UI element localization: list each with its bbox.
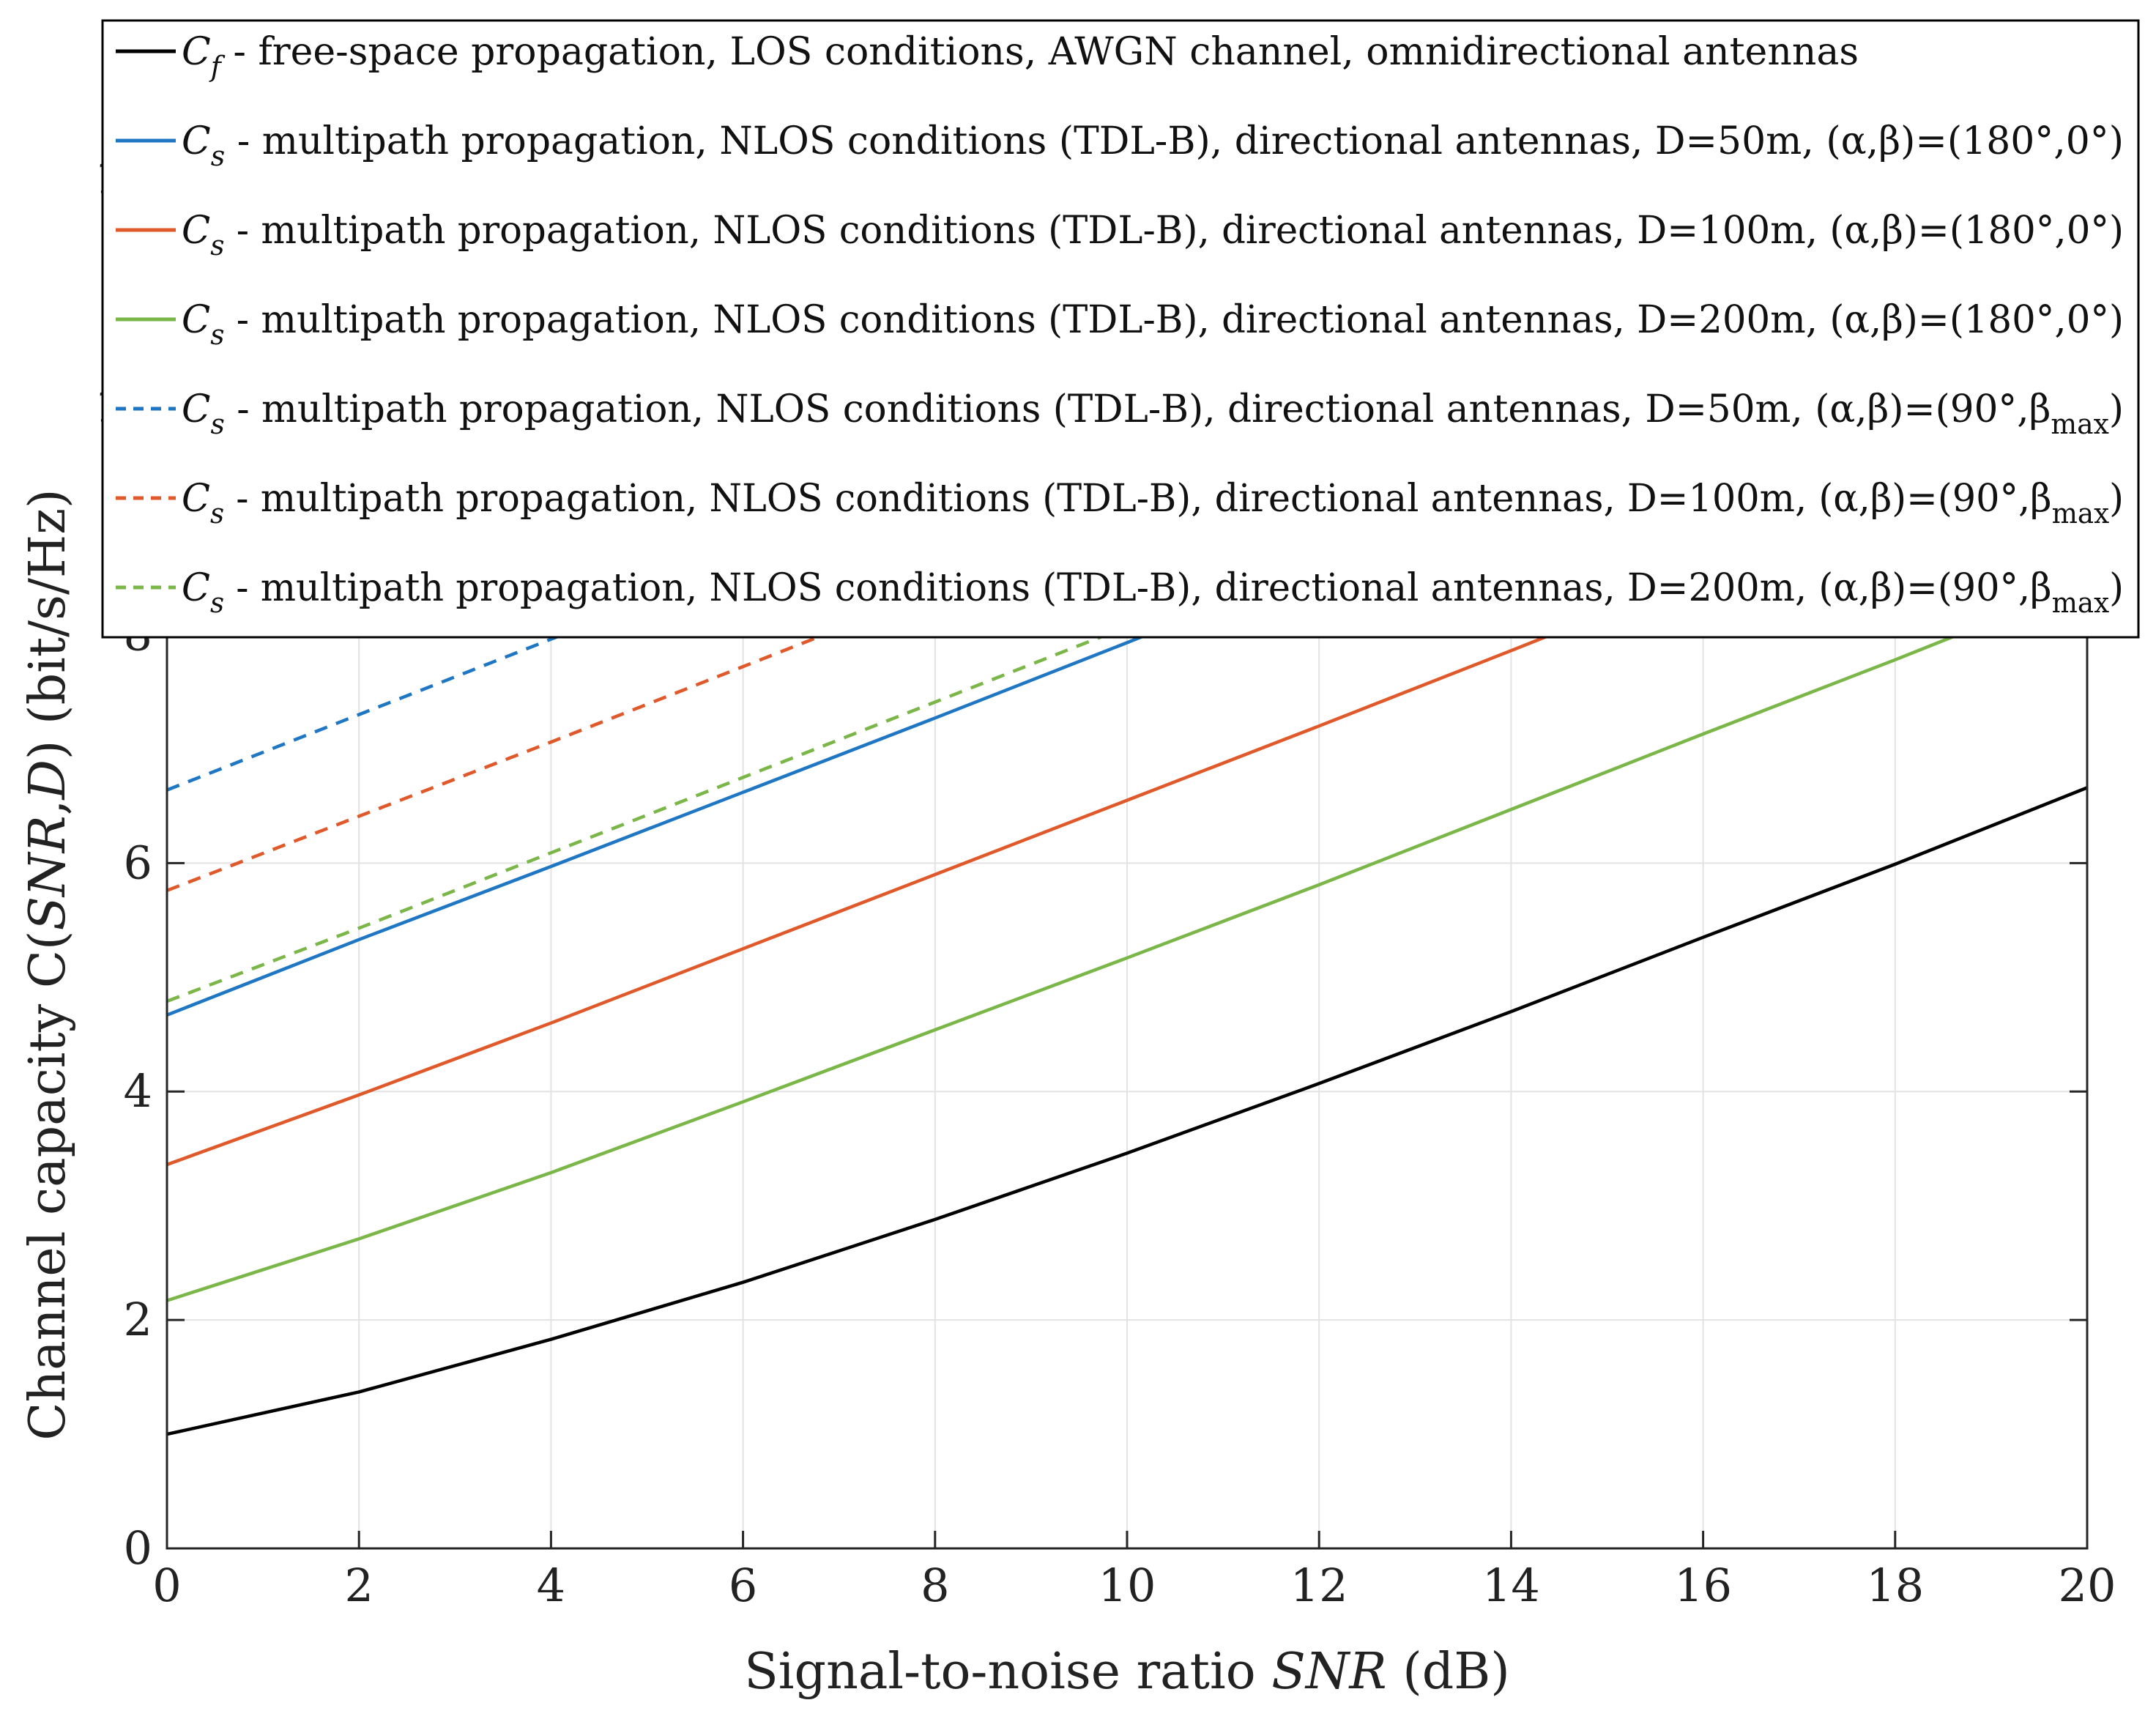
x-tick-label: 0: [152, 1559, 181, 1612]
x-tick-label: 12: [1290, 1559, 1348, 1612]
y-tick-label: 0: [124, 1521, 152, 1575]
x-tick-label: 2: [344, 1559, 373, 1612]
legend-label: Cf - free-space propagation, LOS conditi…: [182, 30, 1859, 83]
y-tick-label: 6: [124, 836, 152, 889]
legend-entry: Cs - multipath propagation, NLOS conditi…: [116, 566, 2124, 619]
x-tick-label: 20: [2059, 1559, 2116, 1612]
legend-entry: Cs - multipath propagation, NLOS conditi…: [116, 387, 2124, 440]
x-axis-label: Signal-to-noise ratio SNR (dB): [744, 1643, 1510, 1701]
x-tick-label: 8: [921, 1559, 949, 1612]
x-tick-label: 14: [1482, 1559, 1540, 1612]
legend-label: Cs - multipath propagation, NLOS conditi…: [182, 566, 2124, 619]
legend-entry: Cs - multipath propagation, NLOS conditi…: [116, 298, 2124, 351]
legend-entry: Cs - multipath propagation, NLOS conditi…: [116, 209, 2124, 261]
legend-label: Cs - multipath propagation, NLOS conditi…: [182, 477, 2124, 530]
x-tick-label: 18: [1866, 1559, 1924, 1612]
legend-label: Cs - multipath propagation, NLOS conditi…: [182, 298, 2124, 351]
legend-label: Cs - multipath propagation, NLOS conditi…: [182, 119, 2124, 172]
legend-entry: Cs - multipath propagation, NLOS conditi…: [116, 119, 2124, 172]
x-tick-label: 6: [729, 1559, 757, 1612]
legend-entry: Cf - free-space propagation, LOS conditi…: [116, 30, 1859, 83]
y-axis-label: Channel capacity C(SNR,D) (bit/s/Hz): [19, 489, 77, 1440]
legend-entry: Cs - multipath propagation, NLOS conditi…: [116, 477, 2124, 530]
legend: Cf - free-space propagation, LOS conditi…: [101, 19, 2140, 639]
legend-label: Cs - multipath propagation, NLOS conditi…: [182, 387, 2124, 440]
legend-label: Cs - multipath propagation, NLOS conditi…: [182, 209, 2124, 261]
legend-box: [101, 19, 2140, 639]
y-tick-label: 2: [124, 1293, 152, 1346]
x-tick-label: 10: [1099, 1559, 1156, 1612]
x-tick-label: 16: [1674, 1559, 1732, 1612]
y-tick-label: 4: [124, 1064, 152, 1118]
x-tick-label: 4: [537, 1559, 565, 1612]
